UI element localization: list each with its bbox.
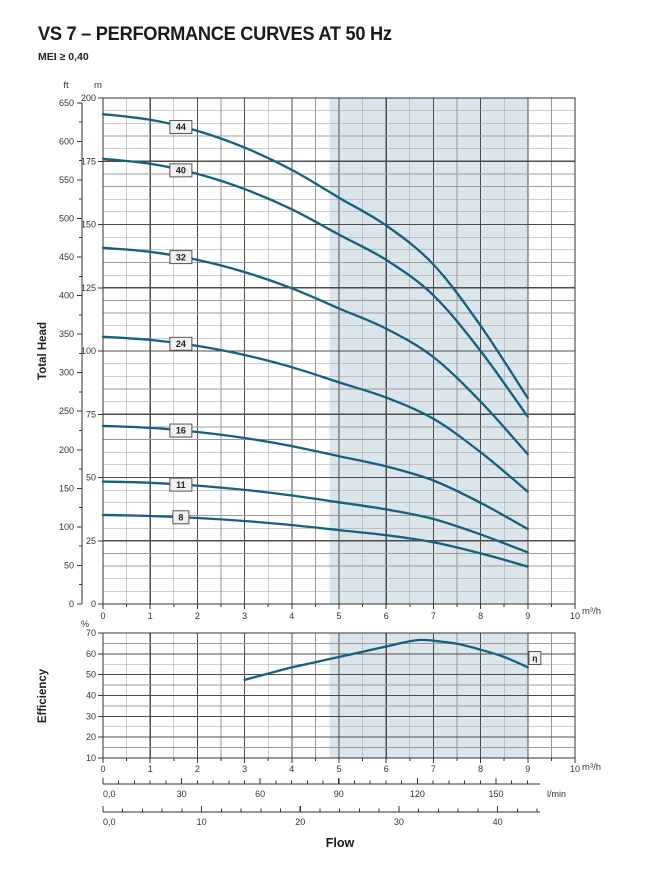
svg-text:0: 0 [100,611,105,621]
lmin-scale-unit: l/min [547,789,567,799]
svg-text:0,0: 0,0 [103,817,116,827]
svg-text:200: 200 [81,93,96,103]
svg-text:250: 250 [59,406,74,416]
svg-text:500: 500 [59,213,74,223]
head-chart: 4440322416118025507510012515017520005010… [59,93,580,621]
svg-text:120: 120 [410,789,425,799]
svg-text:600: 600 [59,136,74,146]
svg-text:20: 20 [295,817,305,827]
head-curve-label-8: 8 [172,510,190,525]
svg-text:2: 2 [195,764,200,774]
svg-text:25: 25 [86,536,96,546]
head-curve-label-44: 44 [169,119,193,134]
svg-text:60: 60 [255,789,265,799]
svg-text:0: 0 [100,764,105,774]
svg-text:450: 450 [59,252,74,262]
svg-text:3: 3 [242,764,247,774]
svg-text:10: 10 [570,611,580,621]
svg-text:50: 50 [86,473,96,483]
eff-axis-unit-percent: % [81,619,90,629]
flow-axis-title: Flow [325,836,355,850]
svg-text:5: 5 [336,764,341,774]
svg-text:650: 650 [59,98,74,108]
svg-text:100: 100 [59,522,74,532]
svg-text:η: η [532,653,537,663]
svg-text:70: 70 [86,628,96,638]
head-x-axis-unit: m³/h [582,606,601,617]
svg-text:0: 0 [91,599,96,609]
head-curve-label-11: 11 [169,477,193,492]
svg-text:8: 8 [178,512,183,522]
svg-text:9: 9 [525,764,530,774]
svg-text:150: 150 [59,483,74,493]
head-axis-unit-ft: ft [63,80,69,91]
svg-text:4: 4 [289,611,294,621]
svg-text:2: 2 [195,611,200,621]
svg-text:150: 150 [81,220,96,230]
flow-scale-lmin: 0,0 30 60 90 120 150 [102,778,540,799]
efficiency-chart: η 10 20 30 40 50 60 70 0 1 2 3 4 5 6 7 8 9 10 [86,628,580,774]
svg-text:4: 4 [289,764,294,774]
svg-text:50: 50 [86,670,96,680]
head-curve-label-32: 32 [169,250,193,265]
page-title: VS 7 – PERFORMANCE CURVES AT 50 Hz [38,24,392,45]
svg-text:175: 175 [81,156,96,166]
svg-text:60: 60 [86,649,96,659]
eff-x-axis-unit: m³/h [582,762,601,773]
svg-text:75: 75 [86,409,96,419]
svg-text:1: 1 [148,764,153,774]
svg-text:200: 200 [59,445,74,455]
svg-text:350: 350 [59,329,74,339]
svg-text:40: 40 [86,691,96,701]
svg-text:7: 7 [431,764,436,774]
svg-text:24: 24 [176,339,186,349]
svg-text:10: 10 [570,764,580,774]
mei-rating: MEI ≥ 0,40 [38,51,89,63]
flow-scale-gpm: 0,0 10 20 30 40 [102,806,540,827]
svg-text:20: 20 [86,732,96,742]
svg-text:3: 3 [242,611,247,621]
svg-text:11: 11 [176,480,186,490]
svg-text:400: 400 [59,291,74,301]
svg-text:40: 40 [493,817,503,827]
head-curve-label-16: 16 [169,423,193,438]
svg-text:40: 40 [176,166,186,176]
svg-text:100: 100 [81,346,96,356]
svg-text:8: 8 [478,764,483,774]
svg-text:50: 50 [64,560,74,570]
svg-text:0,0: 0,0 [103,789,116,799]
svg-text:300: 300 [59,368,74,378]
svg-text:30: 30 [86,711,96,721]
head-axis-unit-m: m [94,80,102,91]
efficiency-curve-label: η [528,651,542,665]
svg-text:30: 30 [394,817,404,827]
svg-text:1: 1 [148,611,153,621]
head-curve-label-40: 40 [169,163,193,178]
efficiency-curve [243,638,529,682]
svg-text:125: 125 [81,283,96,293]
svg-text:0: 0 [69,599,74,609]
svg-text:9: 9 [525,611,530,621]
svg-text:32: 32 [176,252,186,262]
svg-text:16: 16 [176,426,186,436]
svg-text:5: 5 [336,611,341,621]
svg-text:6: 6 [384,764,389,774]
svg-text:8: 8 [478,611,483,621]
svg-text:7: 7 [431,611,436,621]
head-curve-label-24: 24 [169,336,193,351]
svg-text:10: 10 [197,817,207,827]
svg-text:44: 44 [176,122,186,132]
svg-text:30: 30 [177,789,187,799]
svg-text:550: 550 [59,175,74,185]
svg-text:90: 90 [334,789,344,799]
svg-text:150: 150 [488,789,503,799]
svg-text:6: 6 [384,611,389,621]
svg-text:10: 10 [86,753,96,763]
